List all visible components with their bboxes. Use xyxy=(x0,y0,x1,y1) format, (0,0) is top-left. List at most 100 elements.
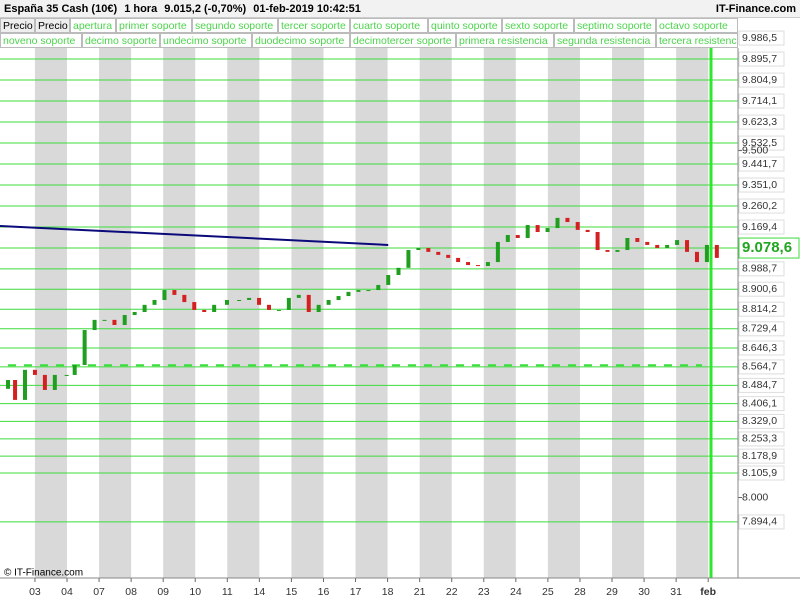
indicator-button[interactable]: tercera resistencia xyxy=(656,33,738,48)
site: IT-Finance.com xyxy=(715,3,796,15)
candle xyxy=(72,364,77,375)
candle xyxy=(82,330,87,365)
indicator-button[interactable]: tercer soporte xyxy=(278,18,350,33)
candle xyxy=(625,238,630,251)
candle xyxy=(495,241,500,263)
indicator-button[interactable]: sexto soporte xyxy=(502,18,574,33)
day-band xyxy=(99,48,132,578)
indicator-button[interactable]: cuarto soporte xyxy=(350,18,428,33)
indicator-button[interactable]: decimo soporte xyxy=(82,33,160,48)
candle xyxy=(6,380,11,389)
x-tick-label: 18 xyxy=(382,586,394,598)
indicator-button[interactable]: undecimo soporte xyxy=(160,33,252,48)
y-tick-label: 8.329,0 xyxy=(742,415,777,427)
minor-y-tick-label: 8.000 xyxy=(742,491,768,503)
y-label-box xyxy=(738,377,785,393)
candle xyxy=(142,304,147,313)
x-tick-label: 03 xyxy=(29,586,41,598)
indicator-button[interactable]: Precio xyxy=(35,18,70,33)
minor-y-tick-label: 9.500 xyxy=(742,144,768,156)
candle xyxy=(237,299,242,301)
x-tick-label: 22 xyxy=(446,586,458,598)
candle xyxy=(635,238,640,242)
day-band xyxy=(547,48,580,578)
indicator-button[interactable]: Precio xyxy=(0,18,35,33)
indicator-button[interactable]: segundo soporte xyxy=(192,18,278,33)
datetime: 01-feb-2019 10:42:51 xyxy=(253,3,361,15)
candle xyxy=(42,374,47,390)
y-label-box xyxy=(738,301,785,317)
candle xyxy=(257,297,262,305)
indicator-button[interactable]: octavo soporte xyxy=(656,18,738,33)
y-tick-label: 8.253,3 xyxy=(742,433,777,445)
candle xyxy=(505,234,510,242)
indicator-button[interactable]: quinto soporte xyxy=(428,18,502,33)
candle xyxy=(605,250,610,252)
y-label-box xyxy=(738,261,785,277)
candle xyxy=(595,231,600,251)
candle xyxy=(685,240,690,252)
y-tick-label: 9.532,5 xyxy=(742,137,777,149)
day-band xyxy=(291,48,324,578)
day-band xyxy=(676,48,709,578)
y-tick-label: 8.105,9 xyxy=(742,467,777,479)
y-tick-label: 8.900,6 xyxy=(742,283,777,295)
candle xyxy=(436,251,441,255)
candle xyxy=(515,234,520,238)
trend-line xyxy=(0,224,389,246)
y-label-box xyxy=(738,72,785,88)
indicator-button[interactable]: decimotercer soporte xyxy=(350,33,456,48)
candle xyxy=(306,294,311,313)
candle xyxy=(575,222,580,230)
candle xyxy=(152,299,157,305)
y-label-box xyxy=(738,340,785,356)
x-tick-label: 07 xyxy=(93,586,105,598)
candle xyxy=(535,225,540,232)
indicator-button[interactable]: primera resistencia xyxy=(456,33,554,48)
y-label-box xyxy=(738,198,785,214)
candle xyxy=(655,244,660,248)
y-tick-label: 8.988,7 xyxy=(742,263,777,275)
y-tick-label: 9.804,9 xyxy=(742,74,777,86)
y-label-box xyxy=(738,465,785,481)
indicator-button[interactable]: duodecimo soporte xyxy=(252,33,350,48)
candle xyxy=(23,369,28,400)
candle xyxy=(172,290,177,295)
y-label-box xyxy=(738,93,785,109)
candle xyxy=(585,229,590,232)
candle xyxy=(64,374,69,376)
candle xyxy=(92,319,97,331)
y-label-box xyxy=(738,359,785,375)
candle xyxy=(665,244,670,248)
y-tick-label: 9.260,2 xyxy=(742,200,777,212)
candle xyxy=(192,302,197,310)
indicator-button[interactable]: noveno soporte xyxy=(0,33,82,48)
y-tick-label: 9.895,7 xyxy=(742,53,777,65)
indicator-button[interactable]: primer soporte xyxy=(116,18,192,33)
candle xyxy=(122,315,127,325)
x-tick-label: 25 xyxy=(542,586,554,598)
x-tick-label: 21 xyxy=(414,586,426,598)
indicator-button[interactable]: apertura xyxy=(70,18,116,33)
day-band xyxy=(612,48,645,578)
candle xyxy=(32,369,37,375)
indicator-button[interactable]: segunda resistencia xyxy=(554,33,656,48)
x-tick-label: 31 xyxy=(670,586,682,598)
x-tick-label: 09 xyxy=(157,586,169,598)
day-band xyxy=(419,48,452,578)
candle xyxy=(286,297,291,310)
candle xyxy=(476,265,481,267)
y-label-box xyxy=(738,413,785,429)
x-tick-label: 14 xyxy=(254,586,266,598)
candle xyxy=(615,250,620,252)
y-label-box xyxy=(738,448,785,464)
candle xyxy=(224,299,229,305)
candle xyxy=(52,374,57,390)
candle xyxy=(485,262,490,266)
y-tick-label: 8.814,2 xyxy=(742,303,777,315)
x-tick-label: 15 xyxy=(286,586,298,598)
indicator-button[interactable]: septimo soporte xyxy=(574,18,656,33)
y-tick-label: 9.986,5 xyxy=(742,32,777,44)
x-tick-label: 10 xyxy=(189,586,201,598)
